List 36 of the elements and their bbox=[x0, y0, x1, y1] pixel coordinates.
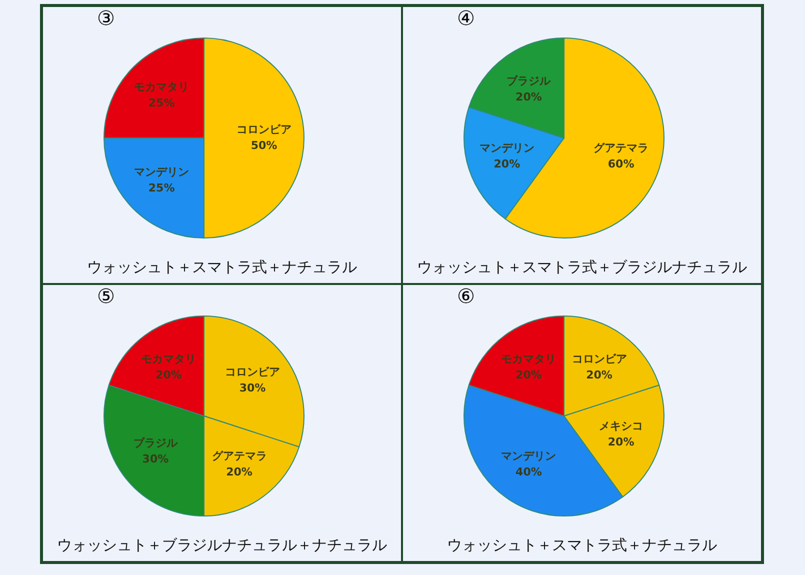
text: ウォッシュト＋ブラジルナチュラル＋ナチュラル bbox=[56, 536, 388, 555]
chart-title: ⑤ bbox=[97, 284, 115, 308]
data-label: 20% bbox=[516, 90, 542, 104]
chart-title: ⑥ bbox=[457, 284, 475, 308]
text: ウォッシュト＋スマトラ式＋ブラジルナチュラル bbox=[416, 258, 748, 277]
data-label: 50% bbox=[250, 139, 278, 152]
slice-label: コロンビア bbox=[236, 123, 292, 136]
slice-label: マンデリン bbox=[134, 165, 190, 178]
slice-label: グアテマラ bbox=[212, 450, 267, 463]
slice-label: コロンビア bbox=[225, 366, 280, 379]
data-label: 60% bbox=[608, 158, 634, 171]
data-label: 20% bbox=[608, 436, 634, 449]
text: ウォッシュト＋スマトラ式＋ナチュラル bbox=[86, 258, 358, 277]
chart-title: ④ bbox=[457, 6, 475, 30]
slice-label: ブラジル bbox=[133, 436, 178, 450]
data-label: 30% bbox=[142, 452, 169, 466]
data-label: 20% bbox=[494, 158, 520, 171]
slice-label: モカマタリ bbox=[141, 352, 196, 366]
slice-label: マンデリン bbox=[501, 450, 556, 463]
slice-label: メキシコ bbox=[599, 420, 644, 433]
slice-label: グアテマラ bbox=[594, 142, 649, 155]
data-label: 25% bbox=[148, 181, 175, 194]
chart-title: ③ bbox=[97, 6, 115, 30]
data-label: 20% bbox=[586, 368, 612, 382]
data-label: 30% bbox=[239, 382, 266, 395]
slice-label: ブラジル bbox=[506, 74, 552, 88]
slice-label: モカマタリ bbox=[134, 80, 190, 94]
slice-label: マンデリン bbox=[479, 142, 534, 155]
slice-label: モカマタリ bbox=[501, 352, 556, 366]
text: ウォッシュト＋スマトラ式＋ナチュラル bbox=[446, 536, 718, 555]
data-label: 20% bbox=[516, 368, 542, 382]
slice-label: コロンビア bbox=[572, 352, 627, 366]
data-label: 20% bbox=[156, 368, 182, 382]
data-label: 40% bbox=[516, 466, 542, 479]
data-label: 20% bbox=[226, 466, 252, 479]
data-label: 25% bbox=[148, 96, 175, 110]
